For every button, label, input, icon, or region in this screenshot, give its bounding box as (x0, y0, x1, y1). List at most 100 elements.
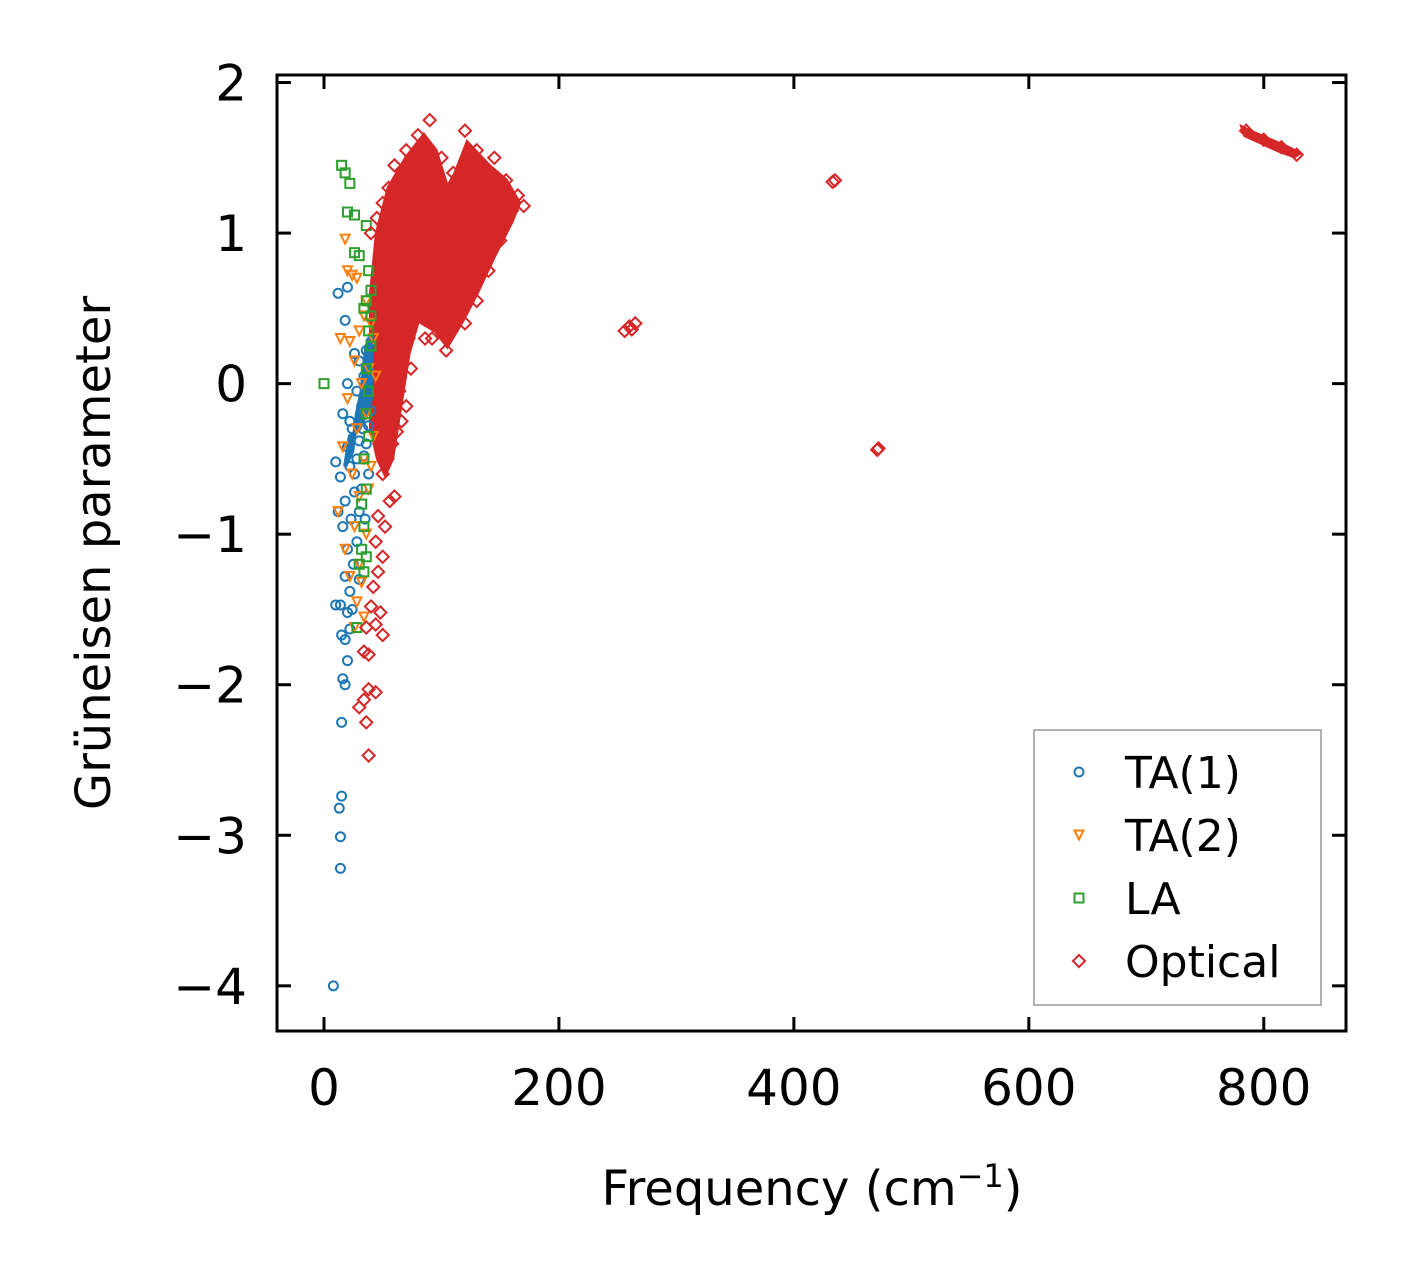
point-optical (424, 330, 440, 346)
point-optical (516, 198, 532, 214)
point-optical (375, 627, 391, 643)
x-tick-label: 800 (1216, 1059, 1311, 1117)
point-la (358, 302, 370, 314)
point-la (341, 206, 353, 218)
point-la (360, 551, 372, 563)
point-optical (375, 195, 391, 211)
point-optical (624, 321, 640, 337)
point-optical (386, 248, 402, 264)
point-ta-1 (332, 287, 344, 299)
point-ta-1 (360, 438, 372, 450)
point-optical (398, 142, 414, 158)
point-optical (391, 383, 407, 399)
point-la (363, 325, 375, 337)
point-optical (869, 442, 885, 458)
point-la (353, 250, 365, 262)
point-la (356, 498, 368, 510)
point-optical (382, 493, 398, 509)
point-la (363, 430, 375, 442)
point-optical (438, 343, 454, 358)
point-optical (492, 180, 508, 196)
point-ta-1 (337, 521, 349, 533)
point-optical (363, 225, 379, 241)
point-ta-1 (344, 585, 356, 597)
x-tick-label: 200 (511, 1059, 606, 1117)
point-ta-1 (341, 378, 353, 390)
point-optical (379, 451, 395, 467)
point-la (344, 177, 356, 189)
legend-marker-ta-2 (1072, 829, 1086, 842)
point-optical (361, 748, 377, 763)
point-ta-2 (355, 576, 368, 590)
y-tick-label: −2 (173, 657, 247, 715)
point-ta-2 (343, 570, 356, 584)
point-ta-1 (339, 495, 351, 507)
point-optical (1256, 132, 1272, 148)
point-la (360, 483, 372, 495)
point-la (360, 295, 372, 307)
point-optical (510, 187, 526, 203)
point-ta-1 (334, 599, 346, 611)
point-ta-2 (346, 468, 359, 481)
point-optical (469, 293, 485, 309)
point-ta-2 (353, 491, 366, 504)
point-optical (1289, 147, 1305, 163)
point-ta-1 (334, 831, 346, 843)
point-ta-1 (337, 673, 349, 685)
point-ta-1 (333, 802, 345, 814)
point-ta-1 (336, 790, 348, 802)
point-ta-2 (360, 528, 373, 541)
point-ta-1 (358, 370, 370, 382)
point-ta-2 (334, 332, 347, 346)
point-optical (370, 564, 386, 580)
point-optical (369, 210, 385, 226)
y-tick-label: 2 (215, 55, 247, 113)
point-optical (469, 142, 485, 158)
point-optical (372, 255, 388, 271)
x-tick-label: 600 (981, 1059, 1076, 1117)
point-la (360, 408, 372, 420)
point-ta-1 (353, 506, 365, 518)
point-optical (627, 315, 643, 331)
point-optical (368, 617, 384, 633)
legend: TA(1) TA(2) LA Optical (1033, 729, 1322, 1006)
y-tick-label: −4 (173, 958, 247, 1016)
point-ta-1 (344, 415, 356, 427)
point-optical (428, 225, 444, 241)
point-ta-2 (350, 272, 363, 285)
y-tick-label: 0 (215, 356, 247, 414)
point-optical (1238, 123, 1254, 139)
point-ta-2 (369, 370, 382, 383)
point-ta-2 (331, 506, 345, 519)
y-axis-label: Grüneisen parameter (66, 296, 122, 811)
point-ta-1 (363, 468, 375, 480)
point-optical (433, 150, 449, 166)
point-la (318, 378, 330, 390)
point-ta-2 (348, 521, 361, 534)
point-optical (356, 692, 372, 708)
point-optical (451, 240, 467, 256)
x-tick-label: 400 (746, 1059, 841, 1117)
point-optical (492, 233, 508, 249)
point-la (363, 385, 375, 397)
point-optical (363, 598, 379, 614)
point-optical (358, 620, 374, 636)
legend-label-la: LA (1125, 874, 1181, 925)
point-ta-1 (330, 456, 342, 468)
point-ta-1 (359, 513, 371, 525)
legend-marker-ta-1 (1073, 766, 1085, 778)
point-optical (389, 424, 405, 440)
point-la (353, 558, 365, 570)
x-tick-label: 0 (308, 1059, 340, 1117)
point-optical (375, 466, 391, 482)
plot-area-frame (275, 73, 1348, 1033)
x-axis-label: Frequency (cm−1) (601, 1157, 1022, 1217)
point-la (358, 453, 370, 465)
point-ta-1 (351, 385, 363, 397)
point-optical (377, 519, 393, 535)
point-ta-2 (336, 441, 349, 454)
point-optical (351, 699, 367, 715)
legend-marker-la (1073, 892, 1085, 904)
point-ta-1 (334, 862, 346, 874)
point-ta-2 (355, 378, 368, 391)
